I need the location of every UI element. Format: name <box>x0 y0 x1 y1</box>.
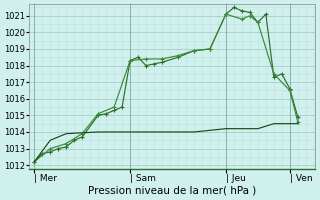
X-axis label: Pression niveau de la mer( hPa ): Pression niveau de la mer( hPa ) <box>88 186 257 196</box>
